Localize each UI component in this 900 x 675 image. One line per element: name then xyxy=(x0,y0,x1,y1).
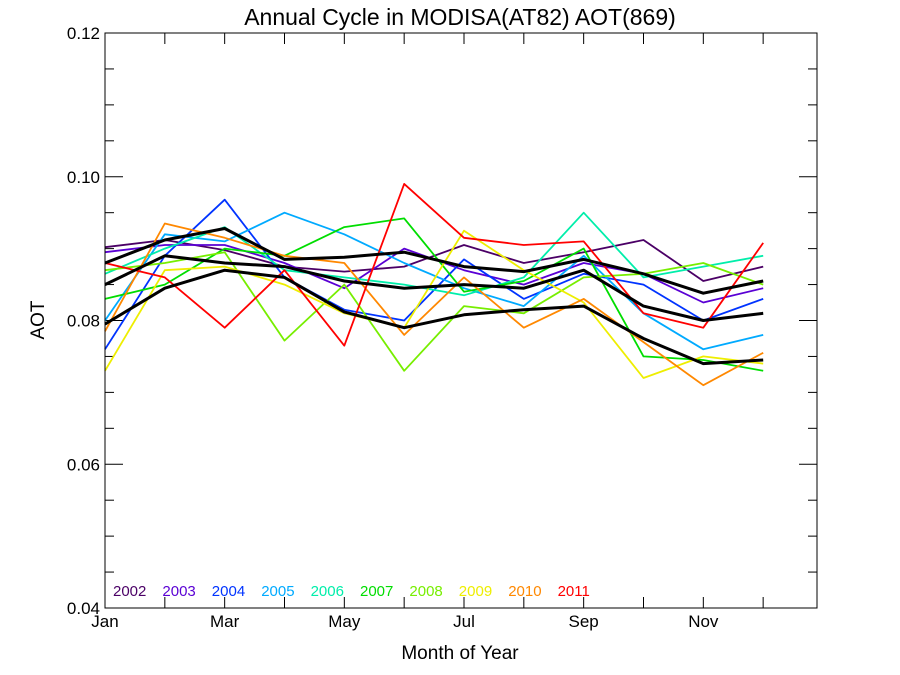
y-tick-label: 0.10 xyxy=(67,168,100,187)
series-line-2010 xyxy=(104,222,764,387)
series-line-2011 xyxy=(104,182,764,347)
legend: 2002 2003 2004 2005 2006 2007 2008 2009 2010 2011 xyxy=(113,583,590,600)
legend-entry-2006: 2006 xyxy=(311,583,344,600)
x-tick-label: Sep xyxy=(569,612,599,631)
y-axis-label: AOT xyxy=(28,300,49,339)
series-line-black xyxy=(104,268,764,366)
y-tick-label: 0.06 xyxy=(67,455,100,474)
legend-entry-2008: 2008 xyxy=(409,583,442,600)
series-layer xyxy=(104,182,764,387)
x-tick-label: May xyxy=(328,612,361,631)
x-tick-label: Nov xyxy=(688,612,719,631)
y-tick-label: 0.12 xyxy=(67,24,100,43)
series-line-2008 xyxy=(104,251,764,372)
legend-entry-2007: 2007 xyxy=(360,583,393,600)
x-tick-label: Jul xyxy=(453,612,475,631)
y-tick-label: 0.08 xyxy=(67,312,100,331)
x-tick-label: Mar xyxy=(210,612,240,631)
plot-frame xyxy=(104,32,818,609)
chart-title: Annual Cycle in MODISA(AT82) AOT(869) xyxy=(244,4,676,30)
legend-entry-2004: 2004 xyxy=(212,583,245,600)
x-axis-label: Month of Year xyxy=(401,643,519,664)
series-line-2009 xyxy=(104,229,764,379)
x-tick-label: Jan xyxy=(91,612,118,631)
legend-entry-2003: 2003 xyxy=(162,583,195,600)
legend-entry-2005: 2005 xyxy=(261,583,294,600)
series-line-black xyxy=(104,227,764,295)
series-line-2005 xyxy=(104,211,764,351)
legend-entry-2010: 2010 xyxy=(508,583,541,600)
legend-entry-2009: 2009 xyxy=(459,583,492,600)
legend-entry-2011: 2011 xyxy=(558,583,590,600)
y-tick-label: 0.04 xyxy=(67,599,100,618)
tick-labels: Jan Mar May Jul Sep Nov 0.04 0.06 0.08 0.10 0.12 xyxy=(67,24,719,631)
legend-entry-2002: 2002 xyxy=(113,583,146,600)
series-line-black xyxy=(104,254,764,322)
